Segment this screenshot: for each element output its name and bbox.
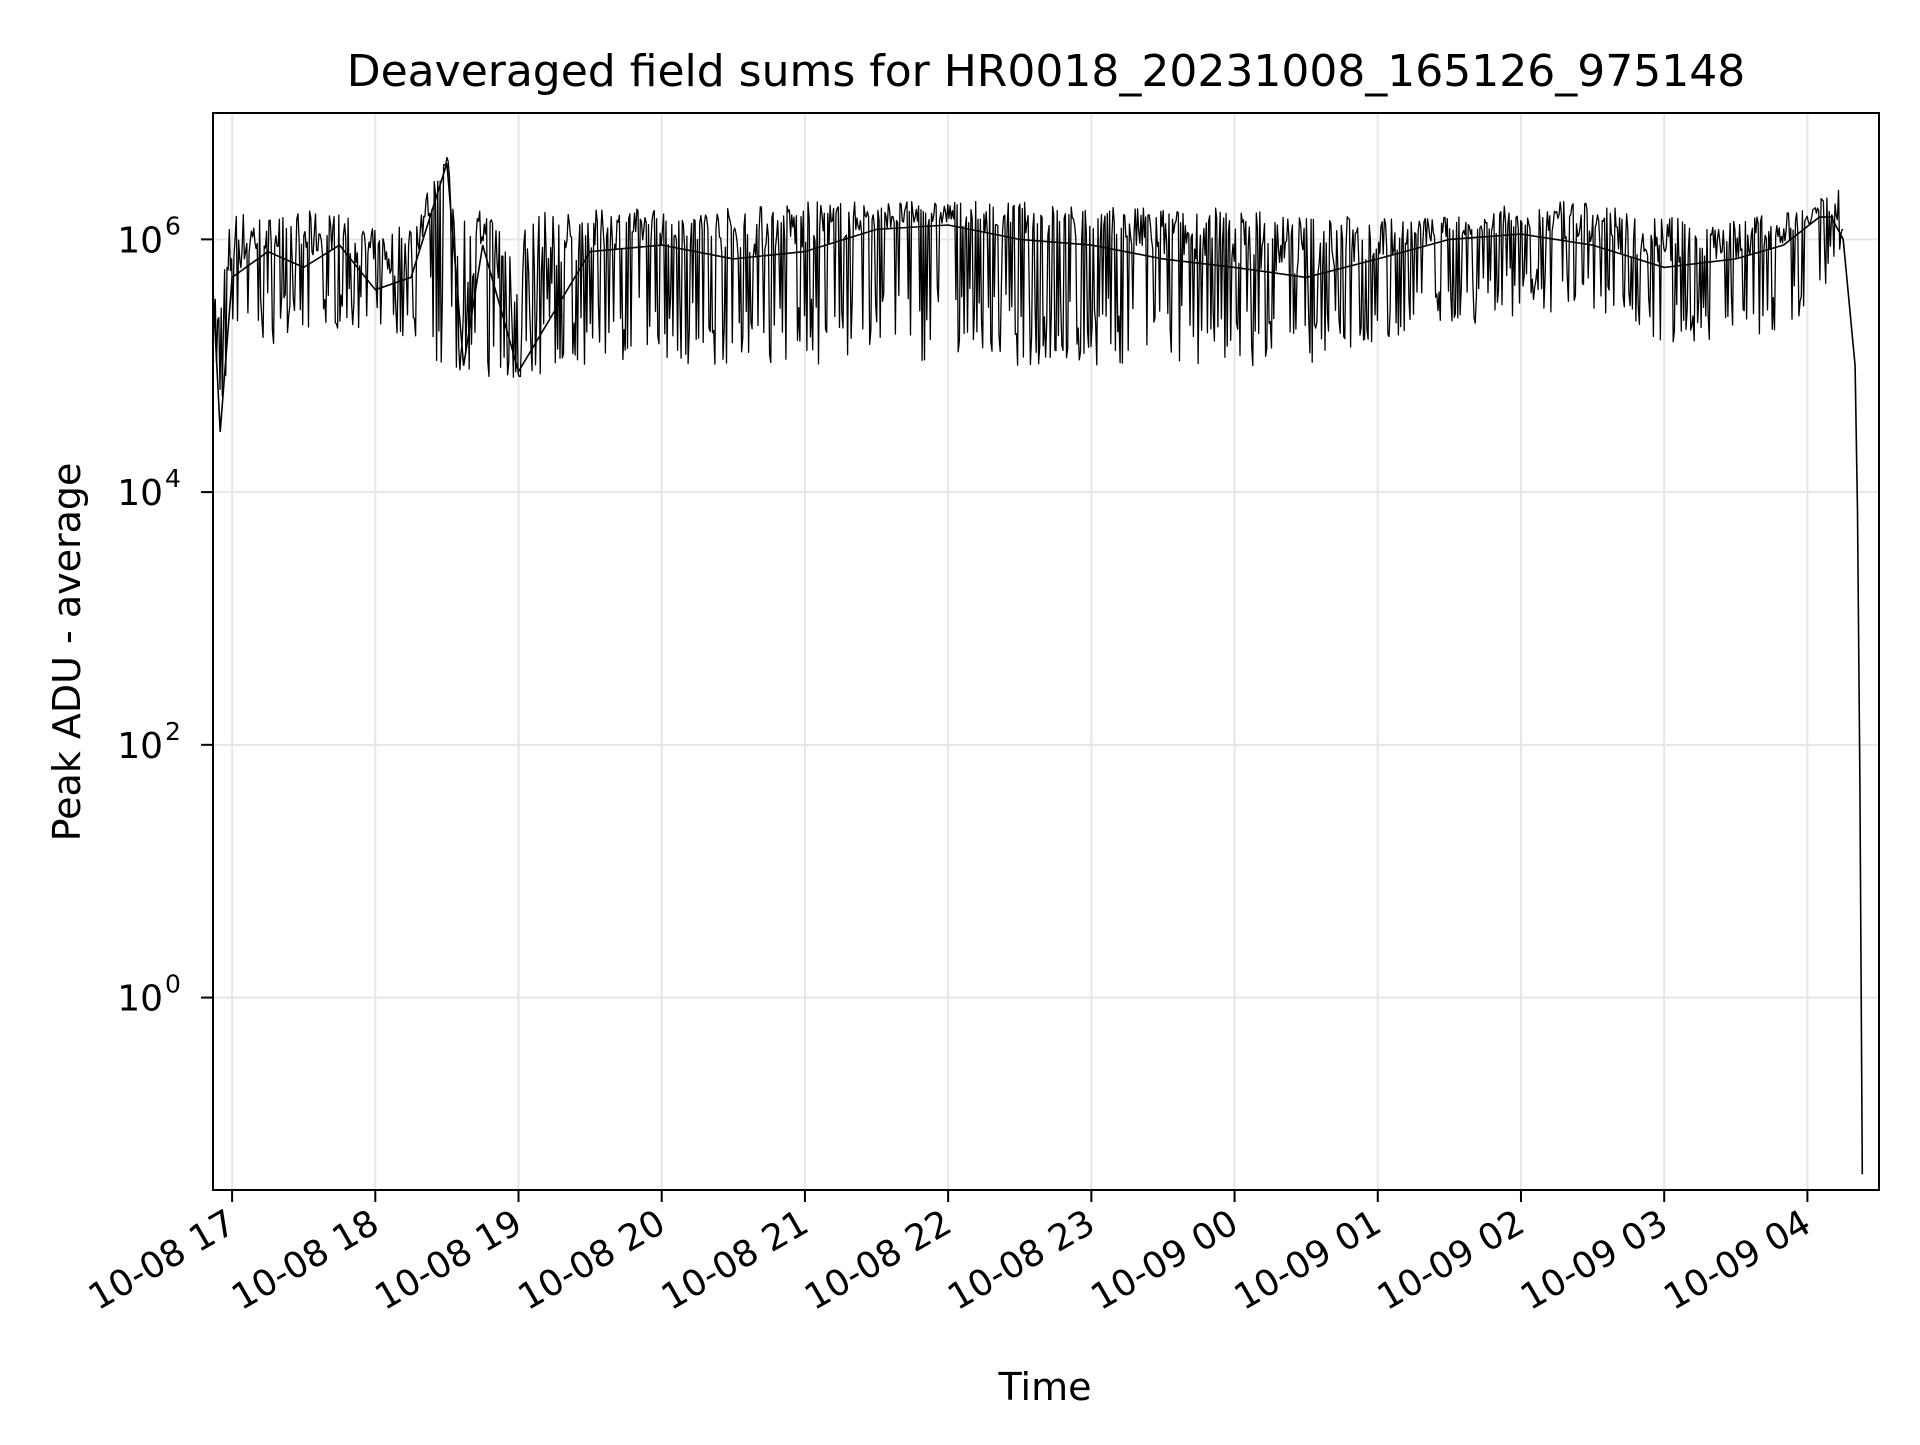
y-tick-exponent: 2 — [165, 717, 181, 746]
y-tick-exponent: 6 — [165, 211, 181, 240]
y-tick-label: 10 — [117, 726, 163, 767]
y-axis-label: Peak ADU - average — [45, 463, 89, 842]
y-tick-label: 10 — [117, 473, 163, 514]
x-axis-label: Time — [998, 1365, 1092, 1409]
chart-title: Deaveraged field sums for HR0018_2023100… — [347, 46, 1746, 97]
y-tick-exponent: 0 — [165, 970, 181, 999]
y-tick-label: 10 — [117, 979, 163, 1020]
y-tick-exponent: 4 — [165, 464, 181, 493]
y-tick-label: 10 — [117, 220, 163, 261]
